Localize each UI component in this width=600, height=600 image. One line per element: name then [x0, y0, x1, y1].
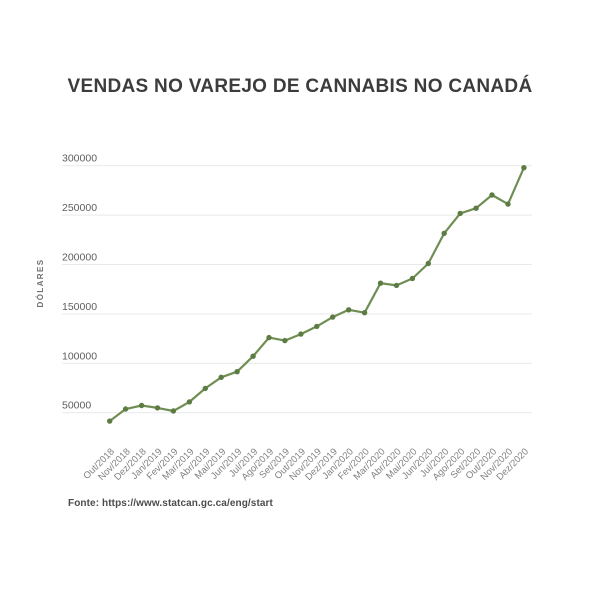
data-point — [266, 334, 272, 341]
data-point — [314, 323, 320, 330]
data-point — [170, 408, 177, 414]
data-point — [234, 369, 240, 375]
data-point — [122, 406, 129, 412]
data-point — [377, 280, 384, 286]
source-note: Fonte: https://www.statcan.gc.ca/eng/sta… — [68, 498, 273, 509]
data-point — [521, 165, 527, 171]
y-tick-label: 100000 — [62, 350, 97, 362]
y-tick-label: 50000 — [62, 400, 91, 412]
y-tick-label: 200000 — [62, 252, 97, 264]
data-point — [202, 385, 208, 392]
data-point — [489, 192, 495, 198]
data-point — [298, 331, 304, 337]
data-point — [138, 402, 145, 409]
data-point — [441, 230, 447, 236]
data-point — [107, 418, 113, 424]
y-tick-label: 150000 — [62, 301, 97, 313]
data-point — [346, 307, 352, 313]
data-point — [393, 282, 400, 289]
y-tick-label: 250000 — [62, 202, 97, 214]
data-point — [361, 310, 368, 316]
data-point — [282, 337, 288, 344]
data-point — [473, 205, 479, 211]
y-tick-label: 300000 — [62, 153, 97, 165]
data-line — [108, 166, 526, 423]
data-point — [218, 374, 224, 380]
data-point — [409, 275, 416, 282]
y-axis-title: DÓLARES — [36, 259, 45, 308]
data-point — [425, 260, 431, 267]
data-point — [505, 201, 511, 207]
data-point — [154, 405, 161, 411]
data-point — [330, 314, 336, 320]
data-point — [457, 210, 463, 217]
chart-title: VENDAS NO VAREJO DE CANNABIS NO CANADÁ — [67, 76, 533, 97]
data-point — [250, 353, 256, 359]
data-point — [186, 399, 193, 405]
